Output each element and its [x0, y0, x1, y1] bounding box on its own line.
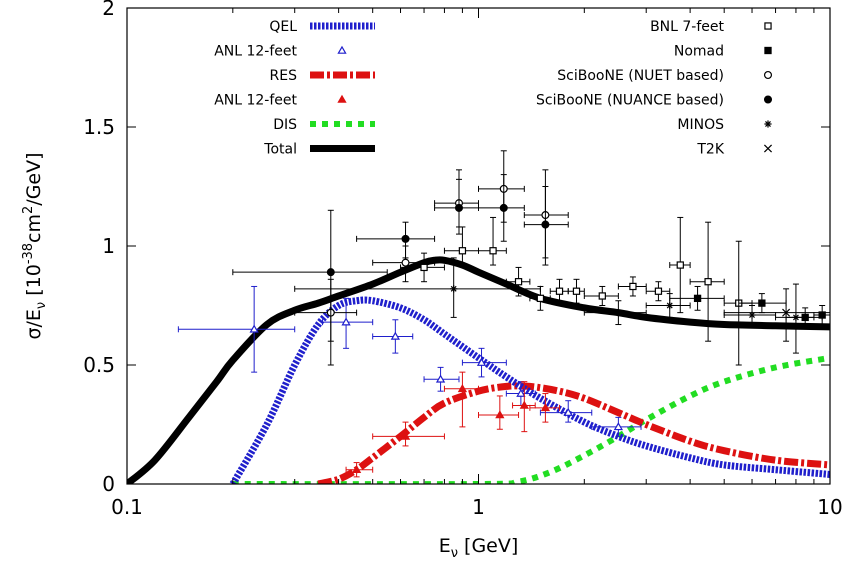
legend: QEL ANL 12-feet RES ANL 12-feet DIS Total BNL … — [214, 19, 773, 158]
legend-label: SciBooNE (NUANCE based) — [536, 93, 724, 109]
legend-label: DIS — [273, 117, 297, 133]
data-point — [782, 308, 791, 317]
data-point — [613, 422, 624, 431]
legend-label: Nomad — [674, 44, 724, 60]
data-point — [514, 278, 523, 286]
data-point — [476, 357, 487, 366]
x-tick-label: 1 — [472, 495, 485, 519]
data-point — [792, 313, 800, 321]
data-point — [572, 287, 581, 295]
x-tick-label: 0.1 — [111, 495, 143, 519]
data-point — [654, 287, 663, 295]
legend-label: ANL 12-feet — [214, 44, 297, 60]
legend-label: BNL 7-feet — [650, 19, 724, 35]
series-sciboone-nuet-based — [294, 150, 569, 342]
data-point — [489, 247, 497, 255]
data-point — [326, 268, 335, 277]
data-point — [390, 331, 400, 340]
legend-marker — [764, 22, 772, 30]
error-bar — [232, 209, 388, 366]
data-point — [540, 403, 551, 412]
data-point — [818, 311, 826, 319]
data-point — [420, 263, 428, 272]
data-point — [555, 287, 564, 295]
legend-label: Total — [263, 142, 297, 158]
legend-label: MINOS — [677, 117, 724, 133]
error-bar — [356, 221, 436, 259]
legend-marker — [764, 46, 772, 55]
error-bar — [461, 347, 507, 378]
data-point — [457, 383, 468, 393]
legend-marker — [763, 144, 773, 153]
y-tick-label: 1.5 — [83, 115, 115, 139]
series-minos — [294, 257, 815, 354]
curve-qel — [229, 296, 830, 484]
x-tick-label: 10 — [817, 495, 842, 519]
data-point — [541, 220, 550, 229]
data-point — [676, 261, 684, 269]
legend-label: T2K — [696, 142, 724, 158]
series-t2k — [723, 288, 830, 342]
data-point — [516, 388, 526, 397]
error-bar — [434, 169, 479, 228]
data-point — [758, 299, 766, 307]
error-bar — [567, 278, 585, 304]
legend-marker — [763, 70, 773, 80]
error-bar — [372, 319, 414, 354]
series-anl-12-feet-res — [345, 371, 561, 478]
data-point — [400, 431, 411, 440]
data-point — [450, 285, 458, 293]
data-point — [704, 278, 712, 286]
data-point — [454, 203, 464, 212]
legend-label: ANL 12-feet — [214, 93, 297, 109]
y-tick-label: 0.5 — [83, 353, 115, 377]
data-point — [435, 374, 446, 383]
data-point — [499, 203, 508, 212]
data-point — [666, 301, 674, 310]
series-sciboone-nuance-based — [232, 174, 569, 366]
data-point — [249, 324, 259, 333]
data-point — [458, 247, 467, 255]
y-axis-label: σ/Eν [10-38cm2/GeV] — [21, 152, 49, 339]
legend-marker — [764, 120, 772, 128]
legend-marker — [763, 95, 773, 104]
data-point — [401, 234, 410, 243]
legend-marker — [337, 45, 347, 54]
series-bnl-7-feet — [400, 216, 753, 366]
data-point — [693, 294, 702, 303]
data-point — [536, 294, 545, 303]
legend-marker — [337, 94, 347, 103]
data-point — [614, 309, 622, 317]
axis-ticks: 0 0.5 1 1.5 2 0.1 1 10 — [83, 0, 843, 519]
legend-label: SciBooNE (NUET based) — [557, 68, 724, 84]
data-point — [351, 464, 362, 474]
x-axis-label: Eν [GeV] — [439, 535, 519, 561]
legend-label: QEL — [269, 19, 297, 35]
data-point — [519, 400, 529, 409]
series-anl-12-feet-qel — [177, 285, 642, 437]
model-curves — [127, 256, 830, 484]
y-tick-label: 1 — [102, 234, 115, 258]
data-points — [177, 150, 830, 478]
legend-label: RES — [270, 68, 298, 84]
data-point — [401, 258, 410, 267]
data-point — [495, 410, 505, 419]
data-point — [341, 317, 351, 326]
data-point — [629, 282, 637, 291]
y-tick-label: 2 — [102, 0, 115, 20]
y-tick-label: 0 — [102, 472, 115, 496]
data-point — [563, 407, 573, 416]
data-point — [598, 292, 606, 300]
curve-res — [317, 382, 830, 484]
error-bar — [723, 288, 830, 342]
